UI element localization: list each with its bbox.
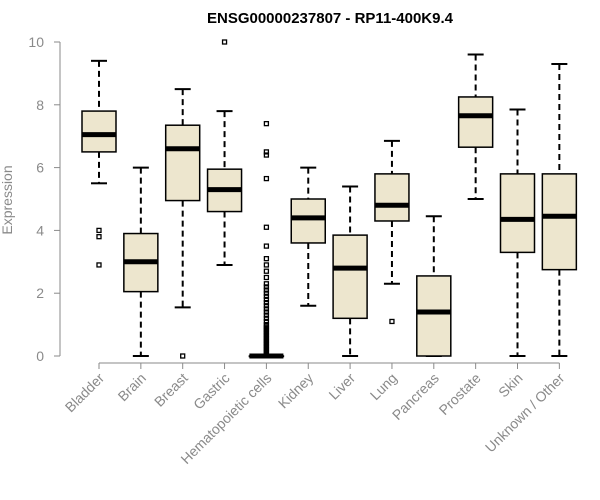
box-gastric — [206, 39, 243, 266]
outlier-point — [263, 309, 270, 315]
iqr-box — [164, 124, 201, 202]
outlier-point — [96, 262, 102, 268]
y-tick-label: 0 — [36, 348, 44, 364]
box-skin — [499, 108, 536, 357]
box-prostate — [457, 53, 494, 200]
outlier-point — [263, 315, 270, 321]
outlier-point — [96, 227, 102, 234]
y-tick-label: 8 — [36, 97, 44, 113]
chart-title: ENSG00000237807 - RP11-400K9.4 — [207, 10, 454, 27]
box-bladder — [81, 59, 117, 268]
outlier-point — [263, 262, 270, 268]
iqr-box — [332, 234, 368, 320]
y-tick-label: 10 — [28, 34, 44, 50]
outlier-point — [263, 224, 270, 230]
outlier-point — [263, 281, 270, 287]
outlier-point — [263, 299, 270, 306]
x-tick-label: Skin — [495, 370, 526, 401]
iqr-box — [374, 173, 410, 222]
iqr-box — [499, 173, 536, 254]
outlier-point — [96, 234, 102, 240]
y-tick-label: 6 — [36, 160, 44, 176]
x-tick-label: Unknown / Other — [482, 370, 568, 456]
x-tick-label: Bladder — [62, 370, 108, 416]
outlier-point — [263, 303, 270, 309]
x-tick-label: Liver — [325, 370, 358, 403]
x-tick-label: Kidney — [275, 370, 317, 412]
box-kidney — [290, 166, 326, 307]
box-breast — [164, 88, 201, 359]
y-axis: 0 2 4 6 8 10 — [28, 34, 61, 364]
outlier-point — [263, 296, 270, 303]
outlier-point — [263, 284, 270, 290]
iqr-box — [81, 110, 117, 153]
outlier-point — [263, 120, 270, 127]
outlier-point — [263, 321, 270, 328]
y-axis-label: Expression — [0, 165, 15, 234]
box-lung — [374, 139, 410, 325]
y-tick-label: 4 — [36, 222, 44, 238]
iqr-box — [416, 275, 452, 357]
iqr-box — [541, 173, 578, 271]
outlier-point — [263, 256, 270, 262]
x-tick-label: Pancreas — [389, 370, 442, 423]
box-brain — [123, 166, 159, 357]
outlier-point — [263, 268, 270, 274]
outlier-point — [221, 39, 228, 45]
y-tick-label: 2 — [36, 285, 44, 301]
outlier-point — [263, 312, 270, 318]
outlier-point — [263, 274, 270, 281]
outlier-point — [263, 175, 270, 182]
box-unknown-other — [541, 62, 578, 357]
outlier-point — [263, 290, 270, 296]
outlier-point — [263, 243, 270, 249]
outlier-point — [389, 318, 395, 325]
outlier-point — [263, 318, 270, 325]
box-pancreas — [416, 215, 452, 357]
plot-area — [81, 39, 578, 359]
x-tick-label: Brain — [115, 370, 149, 404]
outlier-point — [263, 149, 270, 155]
x-tick-label: Breast — [151, 370, 191, 410]
outlier-point — [263, 152, 270, 158]
outlier-point — [263, 306, 270, 312]
iqr-box — [457, 96, 494, 148]
box-hematopoietic-cells — [248, 120, 285, 359]
outlier-point — [263, 293, 270, 299]
box-liver — [332, 185, 368, 357]
outlier-point — [180, 353, 186, 359]
x-tick-label: Lung — [367, 370, 400, 403]
x-tick-label: Prostate — [436, 370, 484, 418]
outlier-point — [263, 287, 270, 293]
iqr-box — [290, 198, 326, 244]
